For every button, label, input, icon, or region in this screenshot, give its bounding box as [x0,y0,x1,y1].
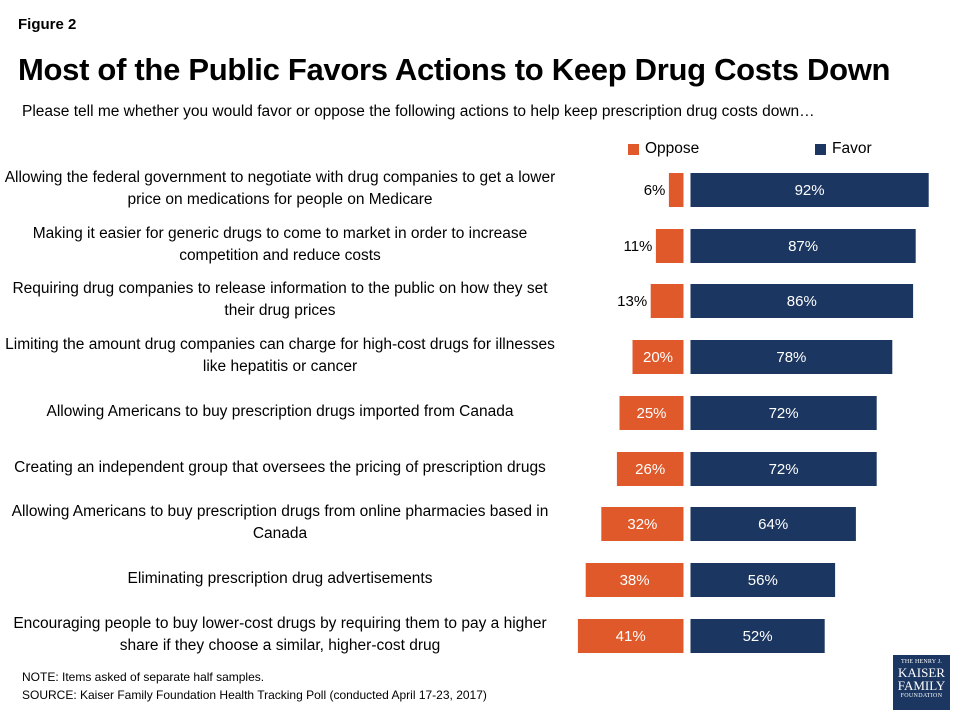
note-text: NOTE: Items asked of separate half sampl… [22,670,265,684]
category-label: Requiring drug companies to release info… [12,280,548,319]
category-label: Allowing Americans to buy prescription d… [11,503,549,542]
logo-line-4: FOUNDATION [900,693,943,699]
bar-favor [689,562,837,598]
bar-oppose [584,562,685,598]
category-label: Encouraging people to buy lower-cost dru… [13,615,547,654]
data-label-favor: 64% [758,516,788,533]
chart-title: Most of the Public Favors Actions to Kee… [18,52,891,87]
data-label-oppose: 32% [627,516,657,533]
logo-line-2: KAISER [898,665,945,680]
data-label-favor: 87% [788,238,818,255]
bar-oppose [615,451,685,487]
legend-item-oppose: Oppose [628,140,699,158]
source-text: SOURCE: Kaiser Family Foundation Health … [22,688,487,702]
category-label: Limiting the amount drug companies can c… [5,336,555,375]
data-label-favor: 92% [795,182,825,199]
data-label-oppose: 11% [623,238,652,255]
bar-oppose [654,228,685,264]
kff-logo: THE HENRY J. KAISER FAMILY FOUNDATION [893,655,950,710]
category-label: Creating an independent group that overs… [14,459,546,476]
bar-favor [689,395,878,431]
bar-favor [689,618,826,654]
bar-favor [689,172,930,208]
data-label-favor: 56% [748,572,778,589]
category-label: Eliminating prescription drug advertisem… [127,570,433,587]
bar-favor [689,451,878,487]
data-label-favor: 86% [787,293,817,310]
category-label: Allowing Americans to buy prescription d… [46,403,514,420]
legend: Oppose Favor [0,140,960,160]
category-label: Allowing the federal government to negot… [4,169,556,208]
data-label-favor: 52% [743,628,773,645]
chart-subtitle: Please tell me whether you would favor o… [22,103,815,120]
legend-label-oppose: Oppose [645,140,700,157]
bar-oppose [649,283,685,319]
category-label: Making it easier for generic drugs to co… [32,225,528,264]
data-label-oppose: 6% [644,182,666,199]
bar-favor [689,283,915,319]
logo-line-3: FAMILY [897,678,946,693]
data-label-oppose: 26% [635,461,665,478]
bar-oppose [576,618,685,654]
bar-oppose [667,172,685,208]
bar-favor [689,506,857,542]
bar-oppose [631,339,685,375]
data-label-favor: 78% [776,349,806,366]
figure-label: Figure 2 [18,16,77,33]
logo-line-1: THE HENRY J. [900,659,942,665]
data-label-oppose: 38% [620,572,650,589]
data-label-favor: 72% [769,405,799,422]
data-label-oppose: 41% [616,628,646,645]
legend-item-favor: Favor [815,140,872,158]
legend-swatch-favor [815,143,826,155]
legend-label-favor: Favor [832,140,872,157]
data-label-favor: 72% [769,461,799,478]
legend-swatch-oppose [628,143,639,155]
data-label-oppose: 25% [636,405,666,422]
bar-favor [689,228,917,264]
bar-favor [689,339,894,375]
data-label-oppose: 13% [617,293,647,310]
data-label-oppose: 20% [643,349,673,366]
bar-oppose [618,395,685,431]
bar-oppose [600,506,685,542]
